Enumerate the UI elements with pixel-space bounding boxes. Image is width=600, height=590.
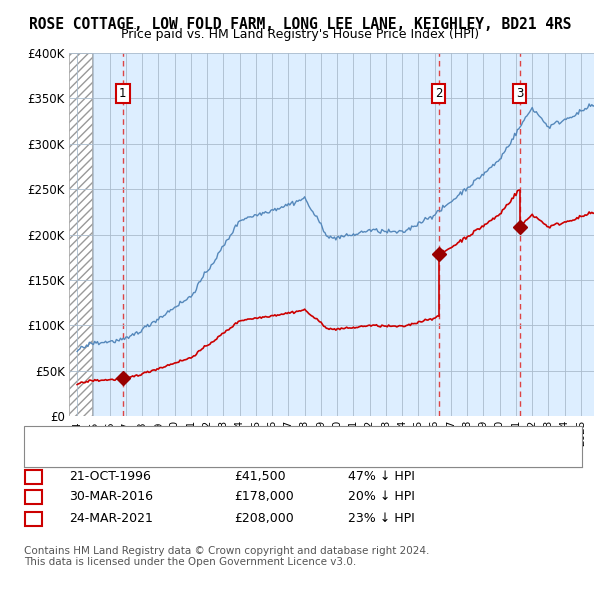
Text: 47% ↓ HPI: 47% ↓ HPI [348, 470, 415, 483]
Text: 1: 1 [29, 470, 38, 483]
Text: 21-OCT-1996: 21-OCT-1996 [69, 470, 151, 483]
Bar [69, 53, 92, 416]
Text: 3: 3 [516, 87, 523, 100]
Text: £178,000: £178,000 [234, 490, 294, 503]
Text: 30-MAR-2016: 30-MAR-2016 [69, 490, 153, 503]
Text: ROSE COTTAGE, LOW FOLD FARM, LONG LEE LANE, KEIGHLEY, BD21 4RS (detached hou: ROSE COTTAGE, LOW FOLD FARM, LONG LEE LA… [63, 429, 544, 438]
Text: Contains HM Land Registry data © Crown copyright and database right 2024.
This d: Contains HM Land Registry data © Crown c… [24, 546, 430, 568]
Text: 2: 2 [435, 87, 443, 100]
Text: £41,500: £41,500 [234, 470, 286, 483]
Bar [69, 53, 92, 416]
Text: £208,000: £208,000 [234, 512, 294, 525]
Text: 23% ↓ HPI: 23% ↓ HPI [348, 512, 415, 525]
Text: 3: 3 [29, 512, 38, 525]
Text: 2: 2 [29, 490, 38, 503]
Text: Price paid vs. HM Land Registry's House Price Index (HPI): Price paid vs. HM Land Registry's House … [121, 28, 479, 41]
Text: 20% ↓ HPI: 20% ↓ HPI [348, 490, 415, 503]
Text: ROSE COTTAGE, LOW FOLD FARM, LONG LEE LANE, KEIGHLEY, BD21 4RS: ROSE COTTAGE, LOW FOLD FARM, LONG LEE LA… [29, 17, 571, 31]
Text: 1: 1 [119, 87, 127, 100]
Text: HPI: Average price, detached house, Bradford: HPI: Average price, detached house, Brad… [63, 440, 313, 449]
Text: 24-MAR-2021: 24-MAR-2021 [69, 512, 153, 525]
